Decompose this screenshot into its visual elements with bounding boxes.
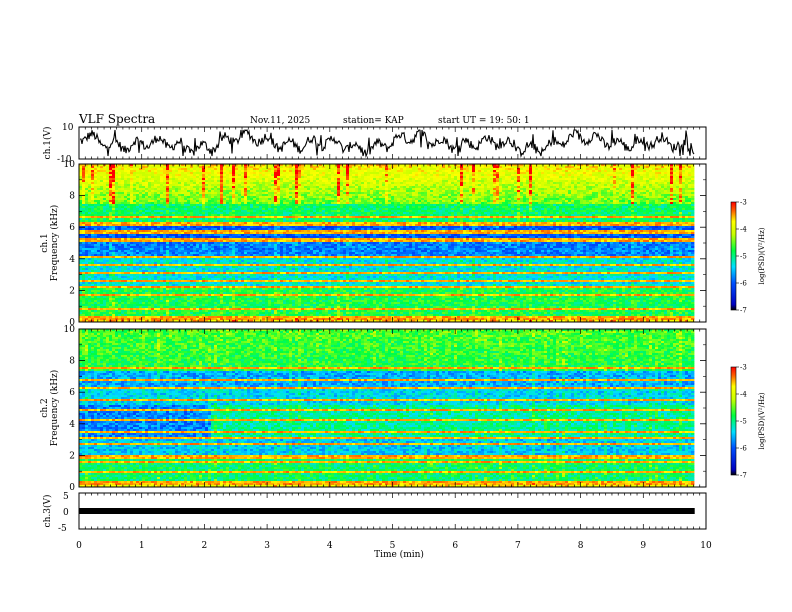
ch1-wave-ylabel: ch.1(V)	[42, 127, 53, 160]
header-date: Nov.11, 2025	[250, 116, 311, 126]
header-station: station= KAP	[343, 116, 404, 126]
header-start-ut: start UT = 19: 50: 1	[438, 116, 530, 126]
figure-title: VLF Spectra	[78, 112, 155, 126]
ch1-waveform-panel: 10 -10 ch.1(V)	[42, 123, 706, 165]
ch1-spectrogram	[79, 164, 694, 322]
vlf-spectra-figure: VLF Spectra Nov.11, 2025 station= KAP st…	[0, 0, 792, 612]
ch1-ytick-top: 10	[62, 123, 74, 133]
